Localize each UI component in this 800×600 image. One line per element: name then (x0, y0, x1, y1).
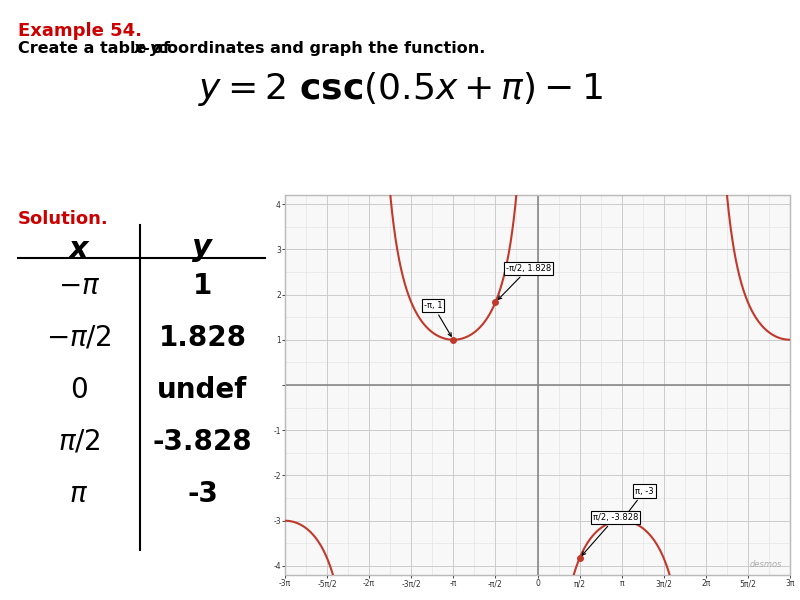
Text: $y = 2\ \mathbf{csc}(0.5x + \pi) - 1$: $y = 2\ \mathbf{csc}(0.5x + \pi) - 1$ (198, 70, 602, 108)
Text: $\pi/2$: $\pi/2$ (58, 428, 100, 456)
Text: $\bfit{y}$: $\bfit{y}$ (191, 235, 214, 264)
Text: -π/2, 1.828: -π/2, 1.828 (498, 263, 551, 299)
Text: coordinates and graph the function.: coordinates and graph the function. (152, 41, 486, 56)
Text: π/2, -3.828: π/2, -3.828 (582, 513, 638, 555)
Text: desmos: desmos (750, 560, 782, 569)
Text: $\pi$: $\pi$ (70, 480, 89, 508)
Text: $-\pi$: $-\pi$ (58, 272, 100, 300)
Text: $0$: $0$ (70, 376, 88, 404)
Text: undef: undef (158, 376, 248, 404)
Text: -3: -3 (187, 480, 218, 508)
Text: Solution.: Solution. (18, 210, 109, 228)
Text: $\bfit{x}$: $\bfit{x}$ (67, 235, 91, 264)
Text: 1: 1 (193, 272, 212, 300)
Text: x-y: x-y (133, 41, 161, 56)
Text: Create a table of: Create a table of (18, 41, 176, 56)
Text: π, -3: π, -3 (624, 487, 654, 518)
Text: 1.828: 1.828 (158, 324, 246, 352)
Text: -3.828: -3.828 (153, 428, 252, 456)
Text: Example 54.: Example 54. (18, 22, 142, 40)
Text: -π, 1: -π, 1 (424, 301, 451, 336)
Text: $-\pi/2$: $-\pi/2$ (46, 324, 111, 352)
